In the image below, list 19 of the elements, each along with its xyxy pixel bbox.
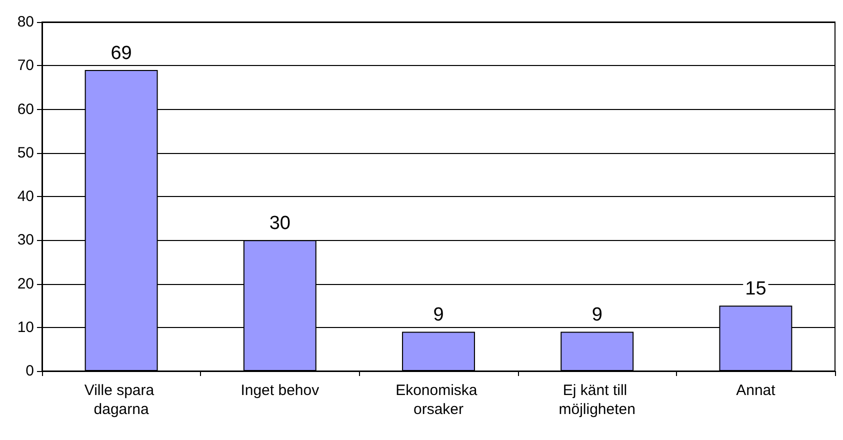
data-label: 69 — [110, 42, 132, 64]
y-tick-label: 50 — [17, 144, 34, 162]
x-tick-label: Ekonomiska orsaker — [396, 382, 482, 418]
data-label: 15 — [745, 278, 766, 300]
x-tick-label: Annat — [736, 382, 776, 399]
y-tick-label: 40 — [17, 188, 34, 205]
y-tick-label: 20 — [17, 275, 34, 292]
x-tick-label: Ville spara dagarna — [84, 382, 158, 418]
data-label: 30 — [269, 213, 290, 234]
data-label: 9 — [592, 304, 602, 326]
data-label: 9 — [433, 304, 444, 326]
y-tick-label: 10 — [17, 318, 34, 336]
y-tick-label: 60 — [17, 100, 34, 118]
y-tick-label: 30 — [17, 232, 34, 249]
x-tick-label: Inget behov — [240, 382, 320, 399]
y-tick-label: 70 — [17, 57, 34, 74]
y-tick-label: 80 — [17, 14, 34, 30]
y-tick-label: 0 — [26, 362, 34, 380]
x-tick-label: Ej känt till möjligheten — [558, 382, 636, 418]
